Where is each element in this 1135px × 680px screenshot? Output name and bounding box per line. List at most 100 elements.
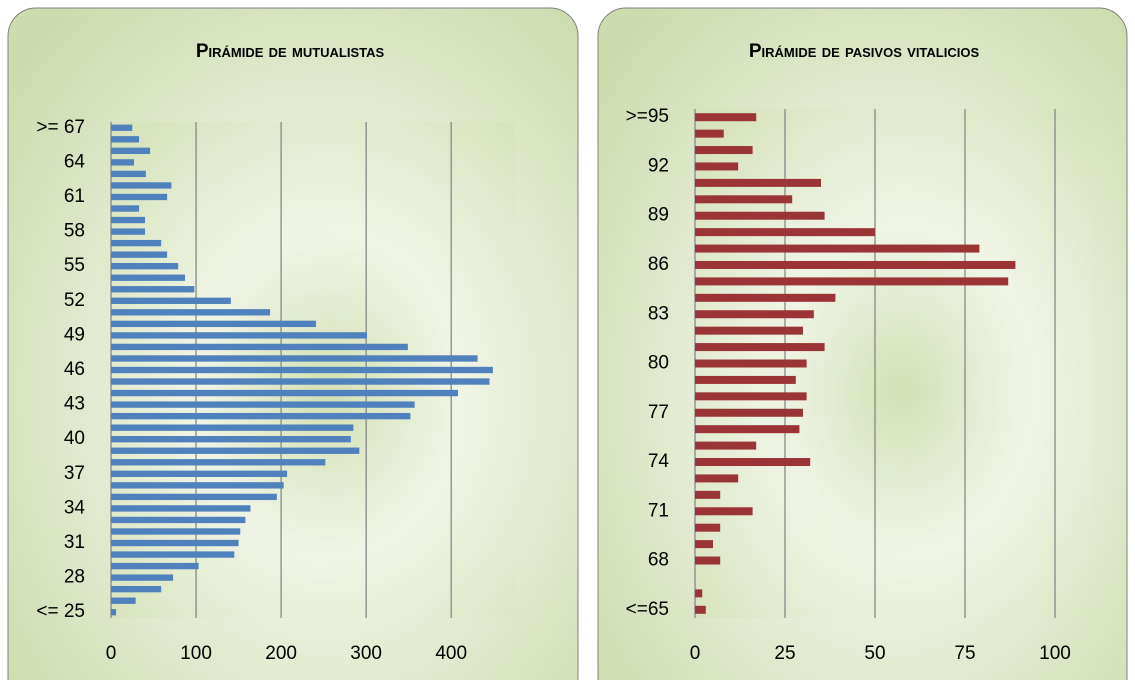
bar (111, 447, 360, 454)
y-tick-label: 68 (648, 550, 669, 571)
bar (695, 129, 724, 138)
bar (111, 505, 251, 512)
bar (111, 551, 235, 558)
bar (695, 392, 807, 401)
bar (111, 389, 459, 397)
bar (695, 605, 706, 614)
x-tick-label: 25 (774, 643, 795, 664)
bar (111, 309, 271, 316)
y-tick-label: 86 (648, 254, 669, 275)
y-tick-label: 74 (648, 451, 670, 472)
bar (695, 146, 753, 155)
bar (111, 124, 133, 131)
y-tick-label: 46 (64, 359, 85, 380)
y-tick-label: 55 (64, 255, 85, 276)
y-tick-label: 49 (64, 324, 85, 345)
bar (111, 378, 490, 385)
bar (111, 205, 140, 212)
y-tick-label: 83 (648, 303, 669, 324)
bar (695, 359, 807, 368)
x-tick-label: 400 (435, 643, 467, 664)
y-tick-label: 37 (64, 463, 85, 484)
bar (695, 375, 796, 384)
bar (111, 516, 246, 524)
y-tick-label: 52 (64, 290, 85, 311)
x-tick-label: 0 (106, 643, 117, 664)
y-tick-label: 40 (64, 428, 85, 449)
bar (111, 286, 195, 293)
y-tick-label: 64 (64, 151, 86, 172)
bar (695, 490, 721, 499)
bar (111, 493, 277, 501)
bar (695, 556, 721, 565)
y-tick-label: 28 (64, 567, 85, 588)
bar (111, 412, 411, 420)
bar (695, 113, 757, 122)
bar (111, 609, 117, 616)
chart-title: Pirámide de mutualistas (196, 41, 385, 62)
bar (111, 528, 241, 535)
bar (111, 297, 231, 304)
x-tick-label: 200 (265, 643, 297, 664)
bar (111, 332, 368, 339)
bar (111, 585, 162, 593)
bar (111, 251, 168, 258)
bar (695, 326, 803, 335)
bar (111, 320, 316, 328)
x-tick-label: 75 (954, 643, 975, 664)
bar (111, 401, 415, 408)
chart-title: Pirámide de pasivos vitalicios (749, 41, 980, 62)
bar (111, 459, 326, 466)
bar (111, 482, 284, 489)
bar (695, 162, 739, 171)
y-tick-label: 58 (64, 221, 85, 242)
bar (695, 310, 814, 319)
y-tick-label: <=65 (626, 599, 669, 620)
y-tick-label: >= 67 (36, 117, 85, 138)
bar (695, 293, 836, 302)
bar (695, 523, 721, 532)
bar (695, 260, 1016, 269)
bar (111, 274, 185, 281)
bar (111, 597, 136, 604)
bar (695, 458, 811, 467)
y-tick-label: 80 (648, 353, 669, 374)
bar (695, 474, 739, 483)
bar (695, 425, 800, 434)
bar (111, 182, 172, 189)
y-tick-label: <= 25 (36, 601, 85, 622)
y-tick-label: 43 (64, 394, 85, 415)
y-tick-label: 92 (648, 155, 669, 176)
bar (695, 228, 875, 237)
bar (695, 589, 703, 598)
bar (695, 244, 980, 253)
bar (695, 178, 821, 187)
bar (111, 263, 179, 270)
bar (111, 355, 478, 362)
bar (111, 424, 354, 431)
bar (111, 216, 146, 224)
x-tick-label: 300 (350, 643, 382, 664)
bar (111, 228, 146, 235)
bar (111, 239, 162, 247)
x-tick-label: 0 (690, 643, 701, 664)
bar (695, 277, 1009, 286)
x-tick-label: 100 (180, 643, 212, 664)
x-tick-label: 50 (864, 643, 885, 664)
x-tick-label: 100 (1039, 643, 1071, 664)
y-tick-label: 89 (648, 205, 669, 226)
bar (695, 195, 793, 204)
bar (111, 147, 151, 155)
bar (111, 562, 199, 570)
bar (111, 343, 408, 351)
bar (111, 136, 140, 143)
y-tick-label: 61 (64, 186, 85, 207)
bar (695, 540, 713, 549)
y-tick-label: 31 (64, 532, 85, 553)
y-tick-label: 71 (648, 500, 669, 521)
bar (111, 193, 168, 201)
bar (695, 343, 825, 352)
bar (111, 366, 493, 374)
bar (111, 159, 134, 166)
